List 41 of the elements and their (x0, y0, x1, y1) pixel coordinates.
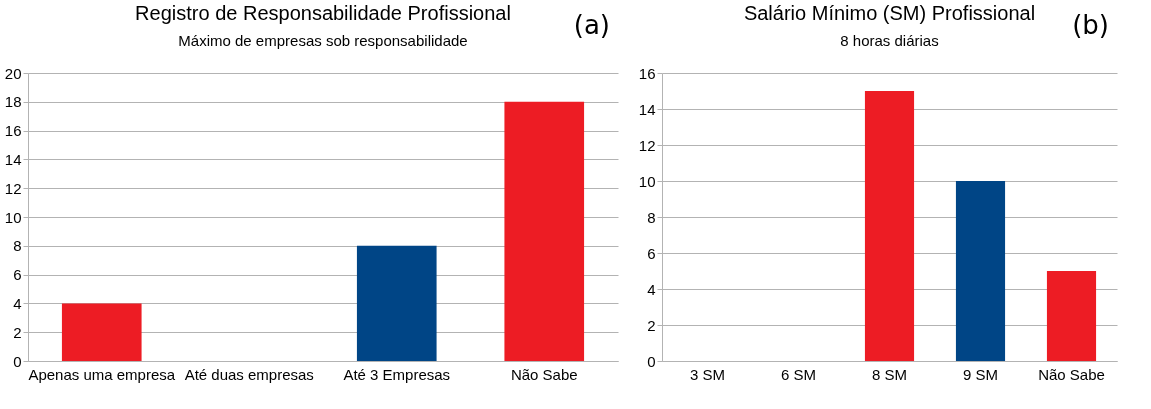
x-tick-label: Até 3 Empresas (343, 365, 451, 383)
bar (356, 245, 437, 361)
x-tick-label: 9 SM (962, 365, 999, 383)
y-tick-label: 12 (4, 179, 22, 197)
y-tick-label: 6 (647, 244, 656, 262)
bar (1046, 271, 1097, 361)
y-tick-label: 18 (4, 93, 22, 111)
x-tick-label: 3 SM (689, 365, 726, 383)
y-tick-label: 16 (638, 64, 656, 82)
y-tick-label: 14 (638, 100, 656, 118)
chart-subtitle: Máximo de empresas sob responsabilidade (178, 32, 468, 49)
x-tick-label: Até duas empresas (184, 365, 314, 383)
chart-title: Registro de Responsabilidade Profissional (135, 2, 511, 24)
x-tick-label: 8 SM (871, 365, 908, 383)
bar (955, 181, 1006, 361)
bar (61, 303, 142, 361)
y-tick-label: 2 (13, 323, 22, 341)
y-tick-label: 10 (4, 208, 22, 226)
y-tick-label: 20 (4, 64, 22, 82)
y-tick-label: 0 (13, 352, 22, 370)
y-tick-label: 8 (647, 208, 656, 226)
y-tick-label: 4 (647, 280, 656, 298)
y-tick-label: 10 (638, 172, 656, 190)
y-tick-label: 0 (647, 352, 656, 370)
y-tick-label: 4 (13, 294, 22, 312)
y-tick-label: 2 (647, 316, 656, 334)
x-tick-label: 6 SM (780, 365, 817, 383)
y-tick-label: 8 (13, 237, 22, 255)
y-tick-label: 6 (13, 266, 22, 284)
chart-subtitle: 8 horas diárias (840, 32, 939, 49)
x-tick-label: Apenas uma empresa (28, 365, 176, 383)
text: (b) (1072, 10, 1109, 40)
text: (a) (573, 10, 610, 40)
x-tick-label: Não Sabe (1038, 365, 1105, 383)
chart-title: Salário Mínimo (SM) Profissional (743, 2, 1036, 24)
y-tick-label: 16 (4, 122, 22, 140)
x-tick-label: Não Sabe (510, 365, 578, 383)
bar (504, 101, 585, 361)
y-tick-label: 12 (638, 136, 656, 154)
y-tick-label: 14 (4, 150, 22, 168)
bar (864, 91, 915, 361)
